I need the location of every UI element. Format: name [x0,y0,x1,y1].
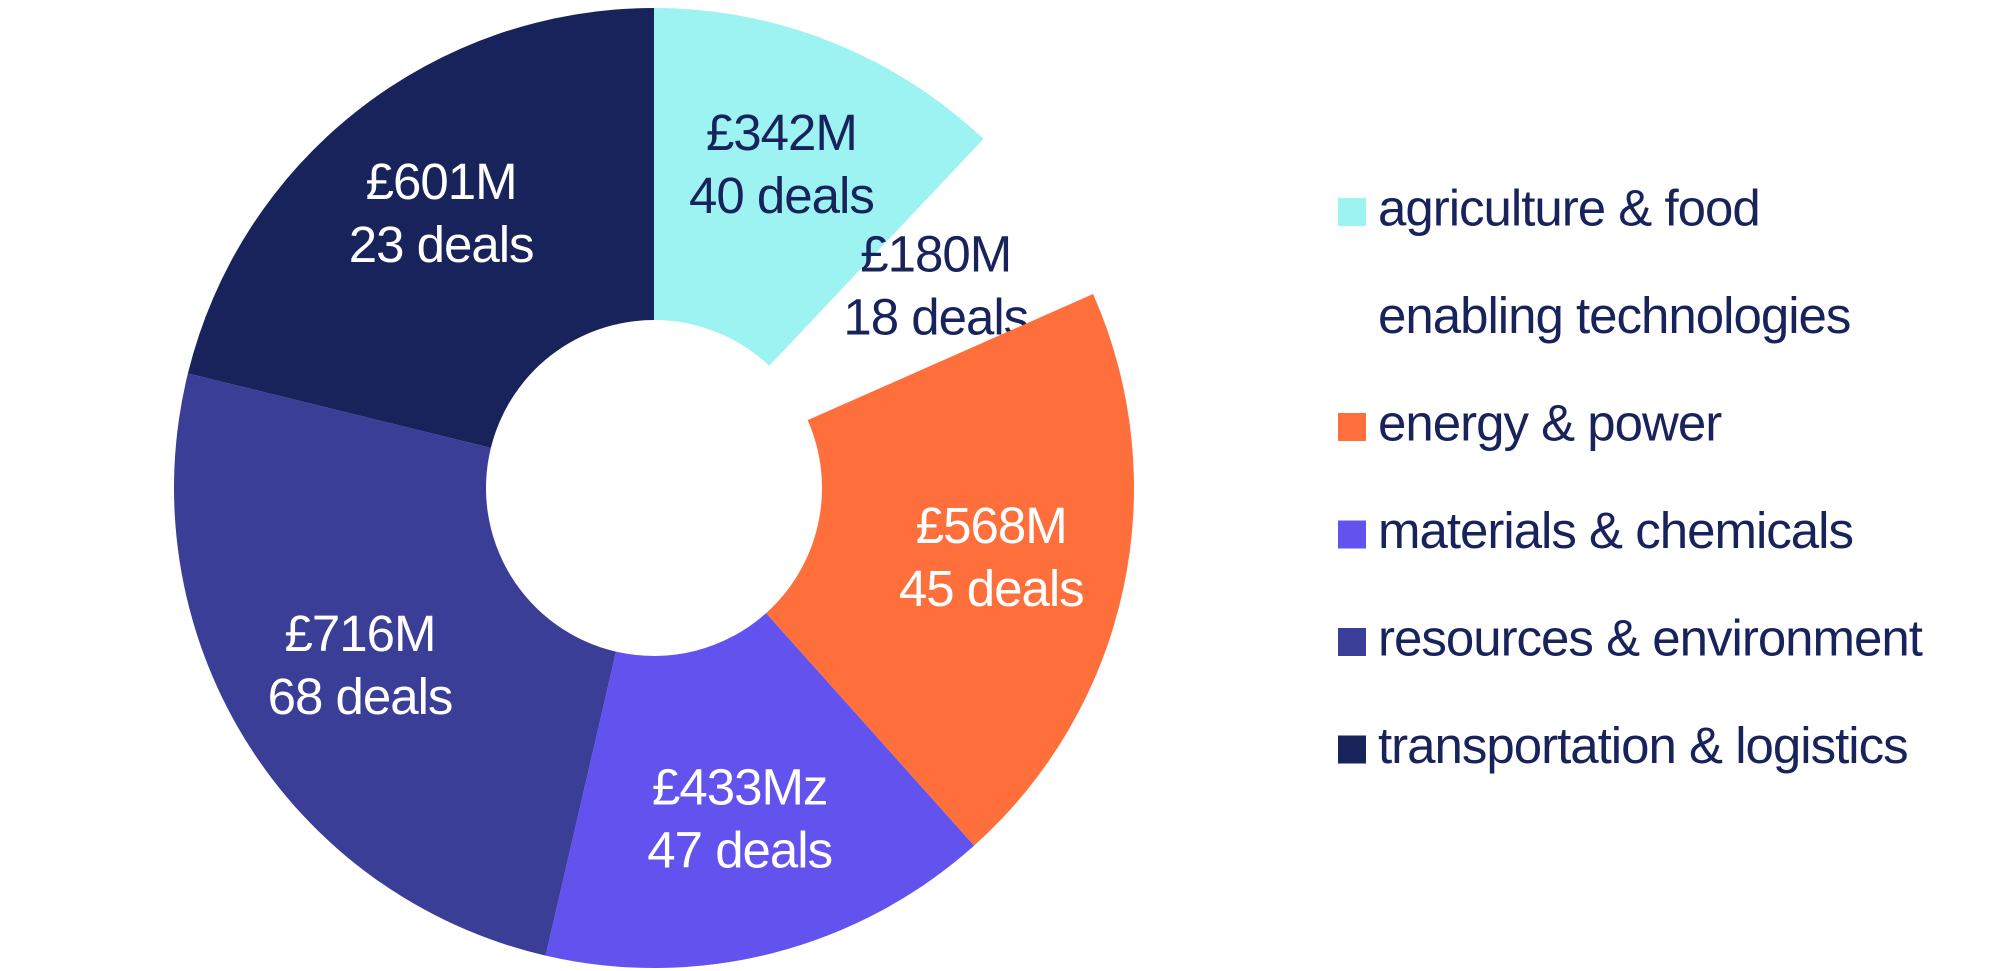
value-label: £180M [860,225,1011,282]
donut-slice [654,8,984,366]
value-label: £716M [285,605,436,662]
deal-label: 23 deals [349,216,534,273]
value-label: £342M [706,104,857,161]
donut-slice [545,613,975,968]
legend-label: energy & power [1378,394,1722,451]
legend-swatch [1338,305,1366,334]
legend-label: transportation & logistics [1378,717,1908,774]
legend-swatch [1338,198,1366,226]
legend-swatch [1338,413,1366,441]
legend-label: resources & environment [1378,609,1923,666]
donut-slice [769,138,1094,421]
donut-slice [174,373,617,956]
legend-label: materials & chemicals [1378,502,1853,559]
deal-label: 45 deals [899,560,1084,617]
legend-label: agriculture & food [1378,179,1760,236]
deal-label: 47 deals [647,822,832,879]
value-label: £568M [916,497,1067,554]
legend-swatch [1338,628,1366,656]
value-label: £433Mz [652,759,827,816]
legend-swatch [1338,735,1366,764]
donut-slice [187,8,654,448]
deal-label: 68 deals [268,668,453,725]
legend-swatch [1338,520,1366,549]
deal-label: 40 deals [689,167,874,224]
value-label: £601M [366,153,517,210]
deal-label: 18 deals [843,288,1028,345]
donut-slice [766,294,1134,846]
legend-label: enabling technologies [1378,287,1850,344]
